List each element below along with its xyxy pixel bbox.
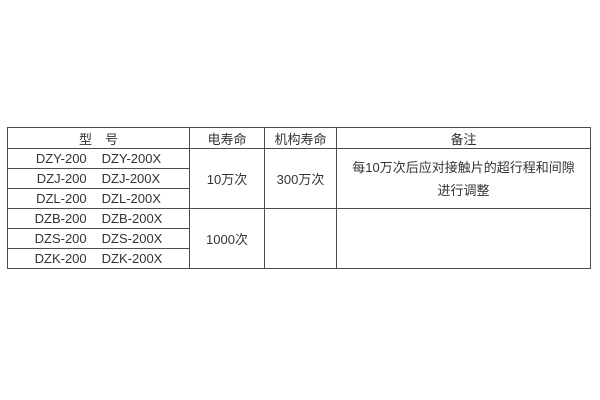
model-name: DZS-200: [34, 231, 87, 246]
model-cell: DZK-200 DZK-200X: [7, 248, 190, 269]
electrical-life-cell-group1: 10万次: [189, 148, 265, 209]
remark-line-2: 进行调整: [437, 182, 490, 198]
model-name: DZY-200: [35, 151, 87, 166]
table-row: DZB-200 DZB-200X 1000次: [7, 208, 591, 269]
remark-cell-group1: 每10万次后应对接触片的超行程和间隙 进行调整: [336, 148, 591, 209]
mechanical-life-cell-group2: [264, 208, 337, 269]
model-name-variant: DZB-200X: [101, 211, 163, 226]
model-name: DZL-200: [36, 191, 87, 206]
remark-line-1: 每10万次后应对接触片的超行程和间隙: [352, 159, 575, 175]
col-header-model: 型 号: [7, 127, 190, 149]
model-name-variant: DZJ-200X: [101, 171, 161, 186]
header-row: 型 号 电寿命 机构寿命 备注: [7, 127, 591, 149]
mechanical-life-cell-group1: 300万次: [264, 148, 337, 209]
table-row: DZK-200 DZK-200X: [7, 248, 591, 269]
model-cell: DZY-200 DZY-200X: [7, 148, 190, 169]
spec-table: 型 号 电寿命 机构寿命 备注 DZY-200 DZY-200X 10万次 300…: [7, 127, 591, 269]
model-name: DZK-200: [34, 251, 87, 266]
remark-cell-group2: [336, 208, 591, 269]
model-cell: DZS-200 DZS-200X: [7, 228, 190, 249]
table-row: DZY-200 DZY-200X 10万次 300万次 每10万次后应对接触片的超…: [7, 148, 591, 209]
model-name: DZB-200: [34, 211, 87, 226]
table-row: DZJ-200 DZJ-200X: [7, 168, 591, 189]
model-name-variant: DZY-200X: [101, 151, 162, 166]
col-header-mechanical-life: 机构寿命: [264, 127, 337, 149]
table-row: DZL-200 DZL-200X: [7, 188, 591, 209]
col-header-remark: 备注: [336, 127, 591, 149]
model-name-variant: DZK-200X: [101, 251, 163, 266]
model-cell: DZB-200 DZB-200X: [7, 208, 190, 229]
model-name: DZJ-200: [36, 171, 87, 186]
model-name-variant: DZL-200X: [101, 191, 161, 206]
col-header-electrical-life: 电寿命: [189, 127, 265, 149]
model-cell: DZJ-200 DZJ-200X: [7, 168, 190, 189]
model-name-variant: DZS-200X: [101, 231, 163, 246]
model-cell: DZL-200 DZL-200X: [7, 188, 190, 209]
electrical-life-cell-group2: 1000次: [189, 208, 265, 269]
